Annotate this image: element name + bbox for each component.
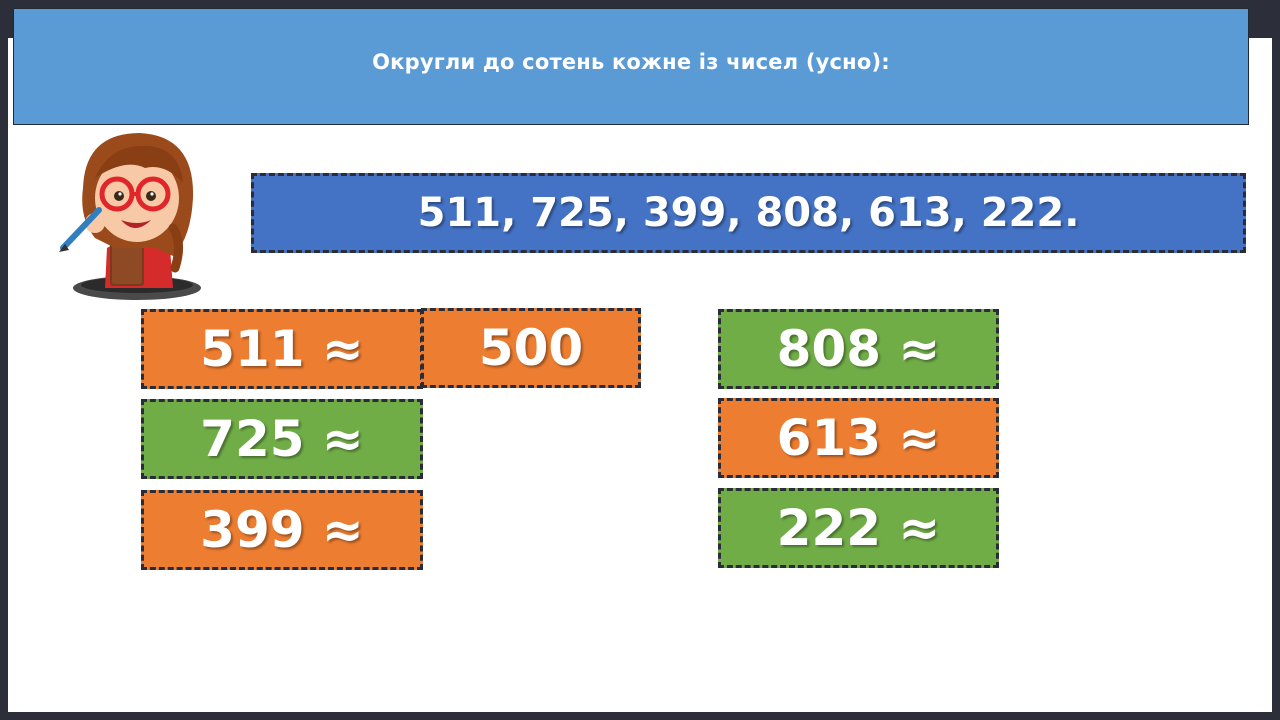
slide-title: Округли до сотень кожне із чисел (усно): [372, 49, 890, 74]
tile-label: 613 ≈ [776, 409, 941, 467]
answer-label: 500 [478, 319, 584, 377]
tile-label: 222 ≈ [776, 499, 941, 557]
tile-808[interactable]: 808 ≈ [718, 309, 999, 389]
tile-label: 725 ≈ [200, 410, 364, 468]
tile-222[interactable]: 222 ≈ [718, 488, 999, 568]
tile-511[interactable]: 511 ≈ [141, 309, 423, 389]
tile-label: 808 ≈ [776, 320, 941, 378]
slide-header: Округли до сотень кожне із чисел (усно): [13, 8, 1249, 125]
answer-tile-500[interactable]: 500 [421, 308, 641, 388]
numbers-banner: 511, 725, 399, 808, 613, 222. [251, 173, 1246, 253]
tile-label: 511 ≈ [200, 320, 364, 378]
tile-label: 399 ≈ [200, 501, 364, 559]
numbers-list: 511, 725, 399, 808, 613, 222. [417, 190, 1080, 236]
tile-613[interactable]: 613 ≈ [718, 398, 999, 478]
girl-character-illustration [59, 133, 201, 300]
tile-399[interactable]: 399 ≈ [141, 490, 423, 570]
tile-725[interactable]: 725 ≈ [141, 399, 423, 479]
